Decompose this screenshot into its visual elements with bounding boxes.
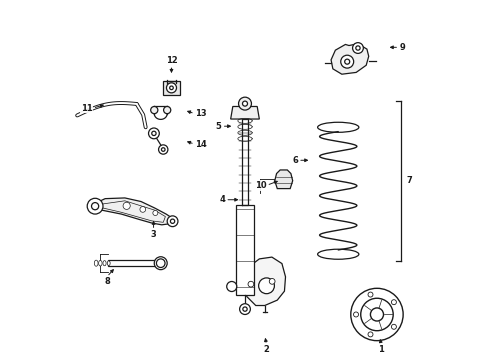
Circle shape [270, 279, 275, 284]
Circle shape [167, 83, 176, 93]
Text: 3: 3 [151, 230, 156, 239]
Polygon shape [236, 205, 254, 296]
Ellipse shape [318, 249, 359, 259]
Circle shape [156, 259, 165, 267]
Ellipse shape [98, 260, 102, 266]
Ellipse shape [318, 122, 359, 132]
Circle shape [239, 97, 251, 110]
Circle shape [151, 107, 158, 114]
Circle shape [140, 207, 146, 212]
Polygon shape [95, 198, 173, 225]
Text: 4: 4 [220, 195, 225, 204]
Text: 8: 8 [104, 277, 110, 286]
Circle shape [259, 278, 274, 294]
Circle shape [361, 298, 393, 331]
Circle shape [161, 148, 165, 151]
Polygon shape [275, 170, 293, 189]
Circle shape [344, 59, 350, 64]
Polygon shape [331, 44, 368, 74]
Circle shape [92, 203, 98, 210]
Circle shape [392, 324, 396, 329]
Circle shape [123, 202, 130, 210]
Circle shape [243, 307, 247, 311]
Text: 11: 11 [81, 104, 93, 113]
Text: 9: 9 [399, 43, 405, 52]
Ellipse shape [94, 260, 98, 266]
Circle shape [148, 128, 159, 139]
Text: 5: 5 [216, 122, 221, 131]
Circle shape [341, 55, 354, 68]
Circle shape [154, 257, 167, 270]
Circle shape [159, 145, 168, 154]
Circle shape [152, 131, 156, 135]
Polygon shape [108, 260, 161, 266]
Text: 14: 14 [195, 140, 207, 149]
Circle shape [368, 292, 373, 297]
Text: 10: 10 [255, 181, 267, 190]
Circle shape [356, 46, 360, 50]
Polygon shape [244, 257, 286, 306]
Circle shape [240, 304, 250, 315]
Circle shape [170, 86, 173, 90]
Circle shape [243, 101, 247, 106]
Text: 2: 2 [264, 345, 270, 354]
Circle shape [171, 219, 175, 224]
Bar [163, 81, 180, 95]
Text: 7: 7 [406, 176, 412, 185]
Text: 6: 6 [292, 156, 298, 165]
Circle shape [354, 312, 359, 317]
Ellipse shape [107, 261, 110, 266]
Circle shape [370, 308, 384, 321]
Circle shape [353, 42, 364, 53]
Circle shape [248, 281, 254, 287]
Circle shape [153, 211, 158, 216]
Circle shape [87, 198, 103, 214]
Circle shape [392, 300, 396, 305]
Text: 1: 1 [378, 345, 384, 354]
Circle shape [227, 282, 237, 292]
Circle shape [351, 288, 403, 341]
Circle shape [164, 107, 171, 114]
Ellipse shape [103, 261, 106, 266]
Text: 12: 12 [166, 56, 177, 65]
Polygon shape [231, 107, 259, 119]
Circle shape [368, 332, 373, 337]
Text: 13: 13 [195, 109, 206, 118]
Circle shape [167, 216, 178, 226]
